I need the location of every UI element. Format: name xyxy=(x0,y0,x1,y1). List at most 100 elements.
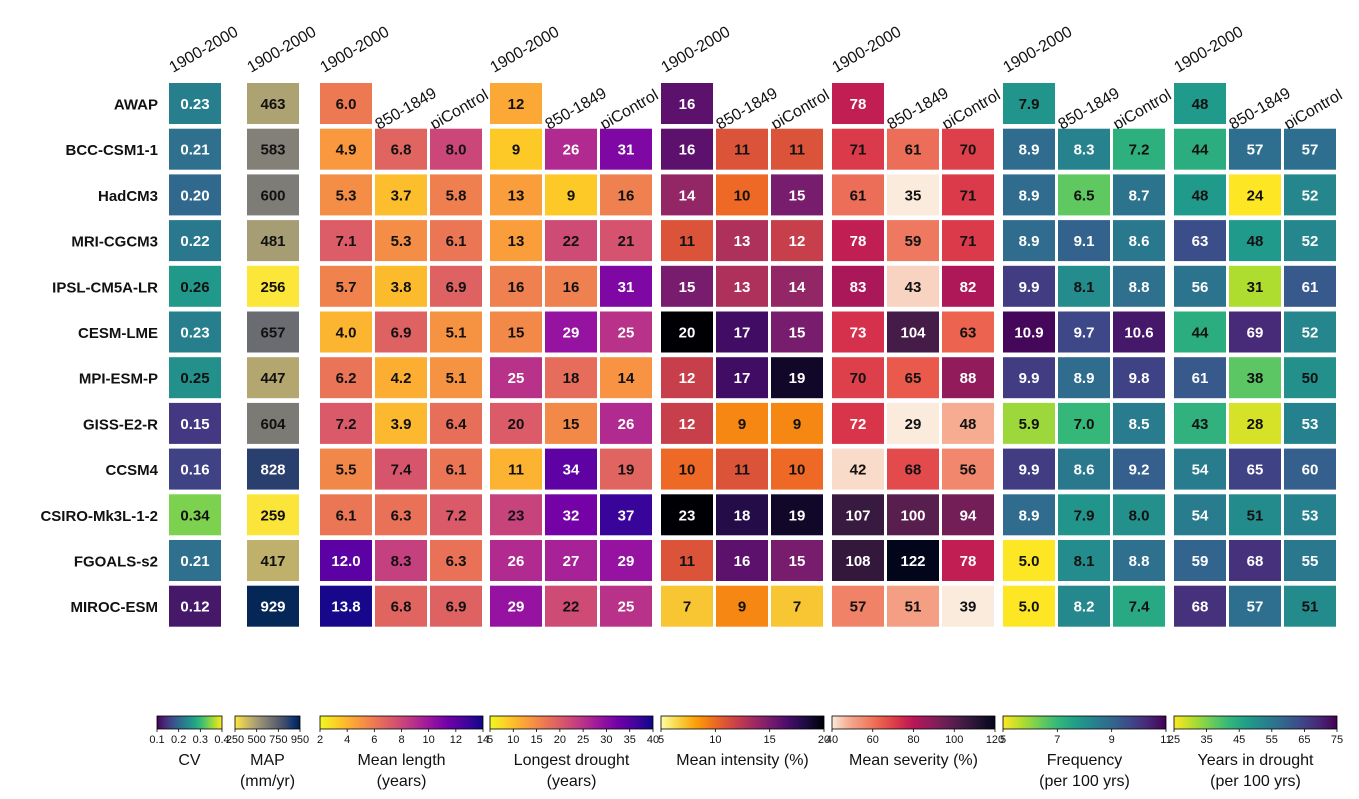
cell-value-label: 7.0 xyxy=(1074,416,1095,433)
heatmap-cell xyxy=(169,494,221,536)
cell-value-label: 25 xyxy=(618,599,635,616)
heatmap-cell xyxy=(1174,220,1226,262)
cell-value-label: 48 xyxy=(1192,187,1209,204)
heatmap-cell xyxy=(887,357,939,399)
heatmap-cell xyxy=(942,585,994,627)
heatmap-cell xyxy=(1113,357,1165,399)
column-header-mean-length-picontrol: piControl xyxy=(428,87,492,134)
heatmap-cell xyxy=(169,585,221,627)
cell-value-label: 5.3 xyxy=(336,187,357,204)
cell-value-label: 82 xyxy=(960,279,977,296)
cell-value-label: 3.8 xyxy=(391,279,412,296)
heatmap-cell xyxy=(942,402,994,444)
cell-value-label: 8.8 xyxy=(1129,279,1150,296)
heatmap-cell xyxy=(1003,402,1055,444)
heatmap-cell xyxy=(600,220,652,262)
row-label-awap: AWAP xyxy=(114,97,158,114)
heatmap-cell xyxy=(375,174,427,216)
heatmap-cell xyxy=(1003,265,1055,307)
heatmap-cell xyxy=(1058,174,1110,216)
column-header-mean-severity-850-1849: 850-1849 xyxy=(885,85,952,134)
cell-value-label: 4.0 xyxy=(336,325,357,342)
row-label-fgoals-s2: FGOALS-s2 xyxy=(74,554,158,571)
cell-value-label: 7 xyxy=(683,599,691,616)
heatmap-cell xyxy=(1058,265,1110,307)
heatmap-cell xyxy=(1113,174,1165,216)
cell-value-label: 15 xyxy=(508,325,525,342)
heatmap-cell xyxy=(832,83,884,124)
cell-value-label: 73 xyxy=(850,325,867,342)
cell-value-label: 0.12 xyxy=(180,599,209,616)
cell-value-label: 7.1 xyxy=(336,233,357,250)
heatmap-cell xyxy=(545,357,597,399)
cell-value-label: 11 xyxy=(679,553,695,570)
colorbar-unit-map: (mm/yr) xyxy=(240,773,295,790)
heatmap-cell xyxy=(942,494,994,536)
heatmap-cell xyxy=(1174,265,1226,307)
heatmap-cell xyxy=(490,540,542,581)
cell-value-label: 9.9 xyxy=(1019,370,1040,387)
column-header-mean-severity-picontrol: piControl xyxy=(940,87,1004,134)
cell-value-label: 14 xyxy=(789,279,806,296)
heatmap-cell xyxy=(771,585,823,627)
cell-value-label: 5.9 xyxy=(1019,416,1040,433)
colorbar-label-longest-drought: Longest drought xyxy=(514,752,630,769)
cell-value-label: 70 xyxy=(850,370,867,387)
colorbar-tick-label: 8 xyxy=(398,734,404,746)
heatmap-cell xyxy=(1229,585,1281,627)
heatmap-cell xyxy=(716,265,768,307)
heatmap-cell xyxy=(887,494,939,536)
heatmap-cell xyxy=(1284,220,1336,262)
cell-value-label: 14 xyxy=(618,370,635,387)
cell-value-label: 39 xyxy=(960,599,977,616)
heatmap-cell xyxy=(716,220,768,262)
heatmap-cell xyxy=(1284,585,1336,627)
cell-value-label: 100 xyxy=(900,507,925,524)
cell-value-label: 54 xyxy=(1192,507,1209,524)
cell-value-label: 55 xyxy=(1302,553,1319,570)
cell-value-label: 8.7 xyxy=(1129,187,1150,204)
heatmap-cell xyxy=(430,540,482,581)
heatmap-cell xyxy=(1229,540,1281,581)
cell-value-label: 7 xyxy=(793,599,801,616)
heatmap-cell xyxy=(1113,494,1165,536)
column-header-mean-intensity-1900-2000: 1900-2000 xyxy=(659,23,734,76)
heatmap-cell xyxy=(1003,585,1055,627)
heatmap-cell xyxy=(247,448,299,490)
colorbar-tick-label: 250 xyxy=(226,734,244,746)
cell-value-label: 68 xyxy=(1247,553,1264,570)
heatmap-cell xyxy=(1229,220,1281,262)
cell-value-label: 463 xyxy=(260,96,285,113)
panel-map: 1900-2000 463 583 600 481 256 657 447 604 828 259 4… xyxy=(226,23,320,790)
cell-value-label: 7.2 xyxy=(1129,142,1150,159)
cell-value-label: 22 xyxy=(563,599,580,616)
cell-value-label: 9 xyxy=(738,416,746,433)
cell-value-label: 48 xyxy=(1192,96,1209,113)
colorbar-years-in-drought xyxy=(1173,715,1338,730)
cell-value-label: 4.2 xyxy=(391,370,412,387)
cell-value-label: 417 xyxy=(260,553,285,570)
cell-value-label: 6.2 xyxy=(336,370,357,387)
column-header-mean-length-1900-2000: 1900-2000 xyxy=(318,23,393,76)
heatmap-cell xyxy=(716,540,768,581)
heatmap-cell xyxy=(1284,265,1336,307)
heatmap-cell xyxy=(942,128,994,170)
heatmap-cell xyxy=(375,585,427,627)
heatmap-cell xyxy=(430,220,482,262)
cell-value-label: 63 xyxy=(1192,233,1209,250)
panel-cv: 1900-2000 0.23 0.21 0.20 0.22 0.26 0.23 0.25 0.1… xyxy=(149,23,241,769)
heatmap-cell xyxy=(169,357,221,399)
heatmap-cell xyxy=(716,402,768,444)
heatmap-cell xyxy=(661,311,713,353)
heatmap-cell xyxy=(1113,220,1165,262)
cell-value-label: 59 xyxy=(1192,553,1209,570)
colorbar-tick-label: 25 xyxy=(1168,734,1180,746)
heatmap-cell xyxy=(545,265,597,307)
heatmap-cell xyxy=(661,220,713,262)
heatmap-cell xyxy=(1113,402,1165,444)
colorbar-tick-label: 950 xyxy=(291,734,309,746)
heatmap-cell xyxy=(661,83,713,124)
cell-value-label: 7.9 xyxy=(1074,507,1095,524)
heatmap-cell xyxy=(1174,448,1226,490)
